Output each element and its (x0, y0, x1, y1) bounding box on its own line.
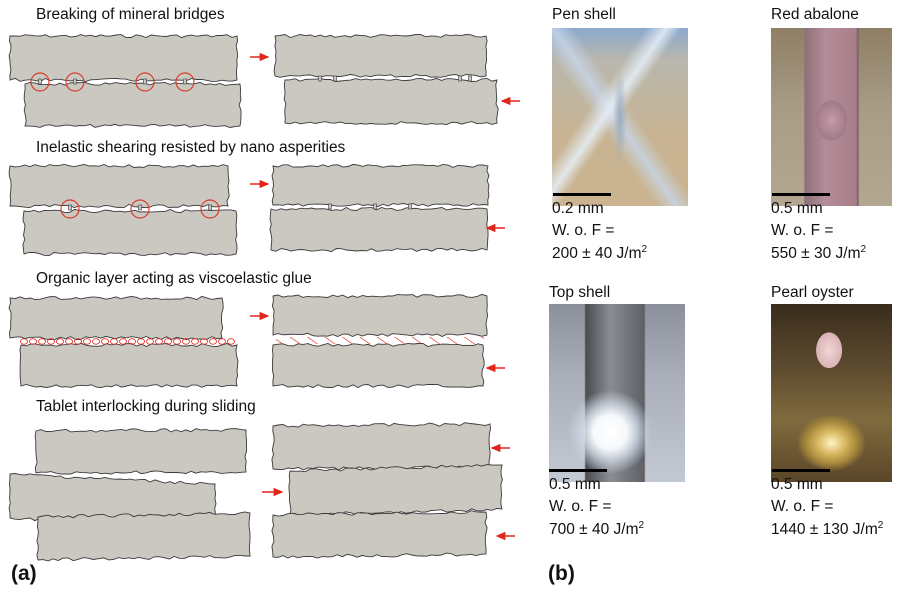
annotation-group (20, 52, 520, 541)
tablet (273, 34, 488, 78)
wof-value: 550 ± 30 J/m2 (771, 244, 867, 263)
tablet (8, 163, 230, 209)
scale-label: 0.5 mm (771, 476, 823, 493)
mineral-bridge (408, 203, 412, 210)
highlight-circle (135, 72, 155, 92)
tablet (8, 34, 239, 83)
glue-blob (38, 338, 46, 345)
tablet (34, 428, 248, 475)
tablet (8, 295, 224, 341)
scale-bar (772, 193, 830, 196)
wof-label: W. o. F = (771, 222, 834, 239)
organic-layer-sheared (276, 337, 484, 344)
tablet (23, 81, 242, 128)
sample-title-pearl-oyster: Pearl oyster (771, 284, 854, 301)
scale-bar (772, 469, 830, 472)
sample-title-red-abalone: Red abalone (771, 6, 859, 23)
tablet (272, 342, 485, 389)
glue-blob (218, 338, 226, 345)
wof-value: 1440 ± 130 J/m2 (771, 520, 884, 539)
mechanism-diagram (8, 34, 520, 562)
mechanism-title-4: Tablet interlocking during sliding (36, 398, 256, 415)
mineral-bridge (458, 75, 462, 82)
glue-blob (155, 338, 163, 345)
mineral-bridge (68, 204, 72, 211)
tablet (269, 206, 489, 253)
wof-value: 700 ± 40 J/m2 (549, 520, 645, 539)
highlight-circle (200, 199, 220, 219)
mineral-bridge (468, 75, 472, 82)
wof-label: W. o. F = (771, 498, 834, 515)
wof-label: W. o. F = (552, 222, 615, 239)
mineral-bridge (143, 78, 147, 85)
glue-blob (29, 338, 37, 345)
red-abalone-photo (771, 28, 892, 206)
panel-b-label: (b) (548, 562, 575, 585)
glue-blob (110, 338, 118, 345)
glue-blob (128, 338, 136, 345)
highlight-circle (130, 199, 150, 219)
tablet (22, 208, 238, 257)
mineral-bridge (38, 78, 42, 85)
mineral-bridge (73, 78, 77, 85)
tablet (271, 510, 488, 559)
glue-blob (146, 338, 154, 345)
scale-label: 0.5 mm (549, 476, 601, 493)
panel-a-label: (a) (11, 562, 37, 585)
mineral-bridge (183, 78, 187, 85)
glue-blob (164, 338, 172, 345)
mineral-bridge (318, 75, 322, 82)
mineral-bridge (138, 204, 142, 211)
glue-blob (182, 338, 190, 345)
scale-bar (549, 469, 607, 472)
glue-blob (191, 338, 199, 345)
tablet (283, 77, 499, 126)
tablet (271, 422, 491, 471)
highlight-circle (30, 72, 50, 92)
glue-blob (209, 338, 217, 345)
glue-blob (101, 338, 109, 345)
glue-blob (83, 338, 91, 345)
highlight-circle (60, 199, 80, 219)
glue-blob (137, 338, 145, 345)
mineral-bridge (373, 203, 377, 210)
mineral-bridge (333, 75, 337, 82)
glue-blob (74, 338, 82, 345)
sample-title-top-shell: Top shell (549, 284, 611, 301)
wof-value: 200 ± 40 J/m2 (552, 244, 648, 263)
glue-blob (92, 338, 100, 345)
glue-blob (56, 338, 64, 345)
scale-bar (553, 193, 611, 196)
scale-label: 0.2 mm (552, 200, 604, 217)
glue-blob (119, 338, 127, 345)
mechanism-title-3: Organic layer acting as viscoelastic glu… (36, 270, 312, 287)
mechanism-title-1: Breaking of mineral bridges (36, 6, 225, 23)
pearl-oyster-photo (771, 304, 892, 482)
highlight-circle (175, 72, 195, 92)
tablet (271, 163, 490, 207)
mineral-bridge (328, 203, 332, 210)
tablet-group (8, 34, 503, 562)
tablet (288, 464, 503, 517)
glue-blob (173, 338, 181, 345)
mechanism-title-2: Inelastic shearing resisted by nano aspe… (36, 139, 346, 156)
glue-blob (20, 338, 28, 345)
mineral-bridge (208, 204, 212, 211)
wof-label: W. o. F = (549, 498, 612, 515)
glue-blob (65, 338, 73, 345)
glue-blob (227, 338, 235, 345)
tablet (19, 342, 239, 389)
pen-shell-photo (552, 28, 688, 206)
scale-label: 0.5 mm (771, 200, 823, 217)
tablet (271, 293, 489, 337)
tablet (36, 511, 251, 562)
glue-blob (47, 338, 55, 345)
glue-blob (200, 338, 208, 345)
highlight-circle (65, 72, 85, 92)
top-shell-photo (549, 304, 685, 482)
sample-title-pen-shell: Pen shell (552, 6, 616, 23)
